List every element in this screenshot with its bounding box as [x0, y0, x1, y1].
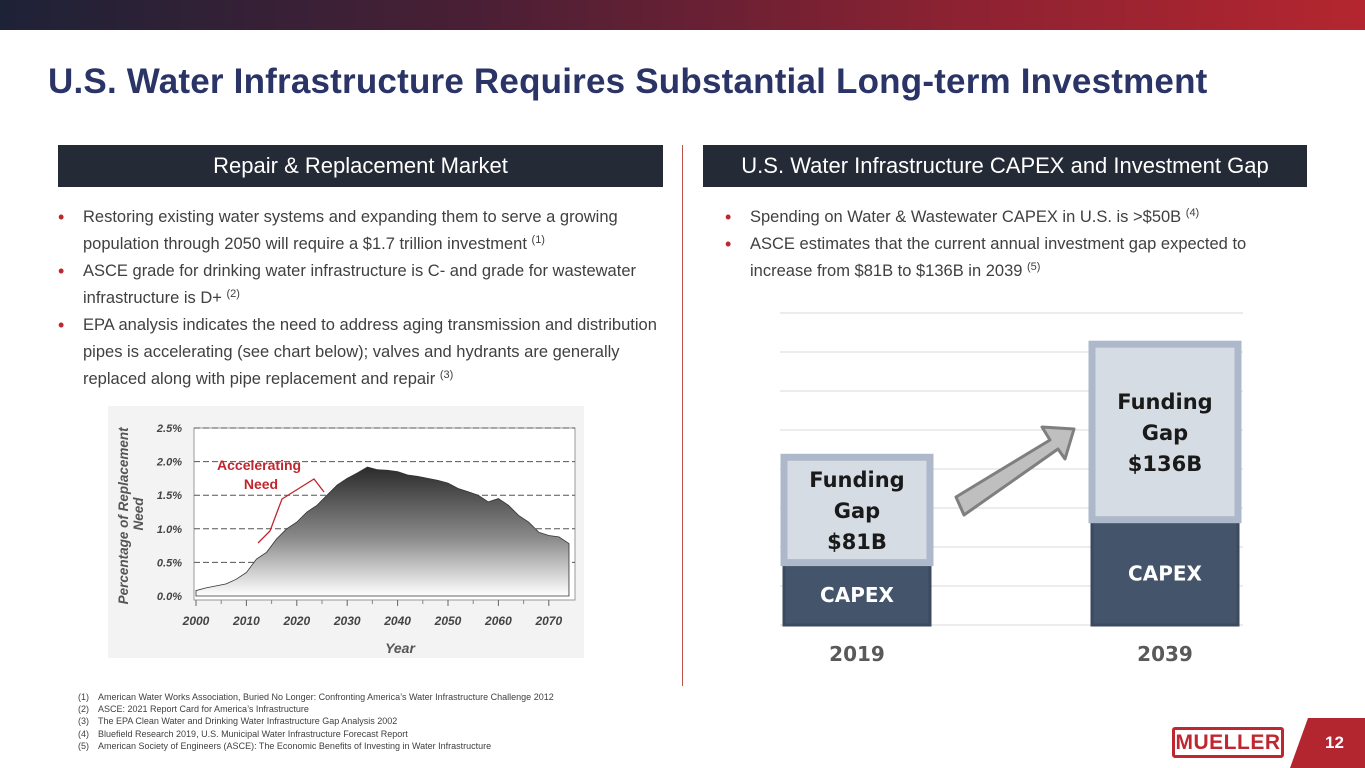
footnote-number: (5) — [78, 740, 89, 751]
y-tick-label: 2.0% — [156, 457, 182, 469]
footnote: (3) The EPA Clean Water and Drinking Wate… — [78, 715, 554, 727]
capex-bar — [782, 561, 932, 627]
footnote-number: (3) — [78, 716, 89, 727]
footnote-text: ASCE: 2021 Report Card for America’s Inf… — [98, 704, 309, 715]
y-axis-label-line1: Percentage of Replacement — [116, 427, 131, 605]
capex-gap-chart-svg: CAPEXFundingGap$81BCAPEXFundingGap$136B … — [780, 312, 1243, 666]
y-axis-label: Percentage of Replacement Need — [116, 424, 146, 605]
bullet-dot-icon: • — [58, 207, 65, 227]
funding-gap-label: Gap — [834, 499, 880, 523]
bullet-dot-icon: • — [725, 207, 732, 227]
right-bullet-list: • Spending on Water & Wastewater CAPEX in… — [725, 204, 1295, 285]
category-label: 2039 — [1137, 642, 1193, 666]
footnote-ref: (2) — [226, 288, 240, 300]
increase-arrow-icon — [954, 425, 1076, 517]
footnote-ref: (1) — [531, 234, 545, 246]
replacement-need-area — [195, 466, 570, 597]
annotation-line2: Need — [244, 476, 278, 492]
funding-gap-bar — [1088, 340, 1242, 524]
page-number-badge — [1290, 718, 1365, 768]
bullet-dot-icon: • — [58, 261, 65, 281]
y-tick-label: 0.0% — [157, 591, 182, 603]
category-label: 2019 — [829, 642, 885, 666]
column-divider — [682, 145, 683, 686]
footnotes: (1) American Water Works Association, Bur… — [78, 691, 554, 752]
footnote-text: American Water Works Association, Buried… — [98, 692, 554, 702]
page-title: U.S. Water Infrastructure Requires Subst… — [48, 62, 1208, 101]
funding-gap-label: $136B — [1128, 452, 1202, 476]
funding-gap-label: Funding — [1117, 390, 1212, 414]
bullet-text: ASCE grade for drinking water infrastruc… — [83, 262, 636, 307]
bullet-item: • Spending on Water & Wastewater CAPEX in… — [725, 204, 1295, 231]
left-bullet-list: • Restoring existing water systems and ex… — [58, 204, 658, 393]
x-tick-label: 2020 — [282, 614, 310, 628]
footnote-ref: (5) — [1027, 261, 1041, 273]
funding-gap-label: Gap — [1142, 421, 1188, 445]
x-tick-label: 2000 — [182, 614, 210, 628]
capex-label: CAPEX — [1128, 561, 1202, 585]
y-tick-label: 2.5% — [156, 423, 182, 435]
y-axis-label-line2: Need — [131, 497, 146, 531]
annotation-bracket — [257, 478, 325, 544]
bullet-text: Spending on Water & Wastewater CAPEX in … — [750, 208, 1186, 226]
capex-gap-header: U.S. Water Infrastructure CAPEX and Inve… — [703, 145, 1307, 187]
bullet-item: • ASCE grade for drinking water infrastru… — [58, 258, 658, 312]
capex-bar — [1090, 518, 1240, 627]
y-tick-label: 1.0% — [157, 524, 182, 536]
x-tick-label: 2050 — [434, 614, 462, 628]
bullet-text: Restoring existing water systems and exp… — [83, 208, 618, 253]
footnote-number: (1) — [78, 692, 89, 702]
footnote-ref: (3) — [439, 369, 454, 381]
x-tick-label: 2060 — [484, 614, 512, 628]
bullet-dot-icon: • — [725, 234, 732, 254]
replacement-need-chart-svg: 0.0% 0.5% 1.0% 1.5% 2.0% 2.5% 2000 2010 2020 203… — [116, 423, 576, 656]
footnote-number: (4) — [78, 728, 89, 739]
footnote-text: The EPA Clean Water and Drinking Water I… — [98, 716, 398, 727]
annotation-label: Accelerating Need — [217, 457, 305, 492]
y-tick-label: 1.5% — [157, 490, 182, 502]
repair-replacement-header: Repair & Replacement Market — [58, 145, 663, 187]
x-axis-label: Year — [385, 640, 416, 656]
footnote: (2) ASCE: 2021 Report Card for America’s … — [78, 703, 554, 715]
bullet-item: • ASCE estimates that the current annual … — [725, 231, 1295, 285]
replacement-need-chart: 0.0% 0.5% 1.0% 1.5% 2.0% 2.5% 2000 2010 2020 203… — [108, 406, 584, 658]
x-tick-label: 2010 — [232, 614, 260, 628]
capex-label: CAPEX — [820, 583, 894, 607]
footnote-number: (2) — [78, 704, 89, 715]
x-tick-label: 2040 — [383, 614, 411, 628]
funding-gap-label: Funding — [809, 468, 904, 492]
funding-gap-bar — [780, 453, 934, 567]
page-number: 12 — [1325, 733, 1344, 752]
bullet-text: ASCE estimates that the current annual i… — [750, 235, 1247, 280]
capex-gap-chart: CAPEX Funding Gap $81B CAPEX Funding Gap $136B … — [770, 305, 1250, 675]
bullet-item: • Restoring existing water systems and ex… — [58, 204, 658, 258]
footnote: (5) American Society of Engineers (ASCE):… — [78, 740, 554, 752]
footnote: (4) Bluefield Research 2019, U.S. Municip… — [78, 728, 554, 740]
mueller-logo: MUELLER — [1172, 727, 1284, 758]
x-tick-label: 2070 — [534, 614, 562, 628]
annotation-line1: Accelerating — [217, 457, 301, 473]
top-gradient-bar — [0, 0, 1365, 30]
footnote-text: American Society of Engineers (ASCE): Th… — [98, 740, 492, 751]
x-tick-label: 2030 — [333, 614, 361, 628]
y-tick-label: 0.5% — [157, 557, 182, 569]
bullet-text: EPA analysis indicates the need to addre… — [83, 316, 657, 388]
bullet-item: • EPA analysis indicates the need to addr… — [58, 312, 658, 393]
footnote-text: Bluefield Research 2019, U.S. Municipal … — [98, 728, 408, 739]
footnote: (1) American Water Works Association, Bur… — [78, 691, 554, 703]
funding-gap-label: $81B — [827, 530, 887, 554]
footnote-ref: (4) — [1185, 207, 1200, 219]
bullet-dot-icon: • — [58, 315, 65, 335]
